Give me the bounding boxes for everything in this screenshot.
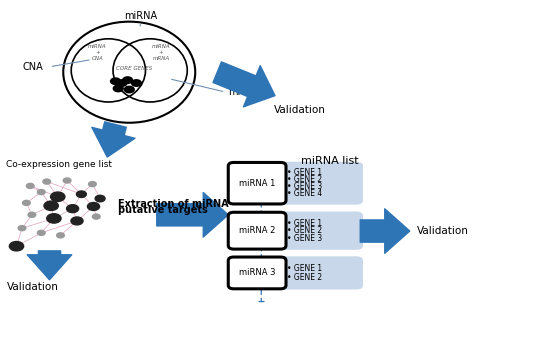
- Circle shape: [43, 179, 51, 184]
- Text: • GENE 1: • GENE 1: [287, 219, 322, 228]
- Text: miRNA 2: miRNA 2: [239, 226, 276, 235]
- Text: miRNA list: miRNA list: [301, 156, 359, 166]
- Circle shape: [87, 203, 100, 210]
- Circle shape: [47, 214, 61, 223]
- Circle shape: [124, 86, 134, 93]
- Circle shape: [76, 191, 86, 197]
- FancyBboxPatch shape: [228, 257, 286, 289]
- Circle shape: [131, 80, 141, 86]
- Circle shape: [117, 80, 127, 86]
- Text: • GENE 4: • GENE 4: [287, 189, 322, 198]
- Text: putative targets: putative targets: [118, 205, 208, 215]
- Text: Validation: Validation: [274, 105, 326, 115]
- FancyBboxPatch shape: [228, 212, 286, 249]
- Circle shape: [57, 233, 64, 238]
- Text: miRNA 1: miRNA 1: [239, 179, 276, 188]
- Text: Validation: Validation: [417, 226, 469, 236]
- Text: • GENE 2: • GENE 2: [287, 273, 322, 282]
- Circle shape: [89, 182, 96, 187]
- Text: • GENE 1: • GENE 1: [287, 169, 322, 177]
- Circle shape: [123, 77, 133, 83]
- Text: • GENE 2: • GENE 2: [287, 226, 322, 235]
- Circle shape: [37, 230, 45, 235]
- Text: miRNA
+
CNA: miRNA + CNA: [88, 44, 107, 61]
- Text: CNA: CNA: [23, 62, 43, 72]
- Circle shape: [18, 226, 26, 231]
- FancyBboxPatch shape: [276, 162, 363, 205]
- Text: • GENE 3: • GENE 3: [287, 182, 322, 191]
- Circle shape: [37, 190, 45, 195]
- Text: Validation: Validation: [7, 282, 59, 292]
- Circle shape: [23, 200, 30, 205]
- Circle shape: [44, 201, 58, 210]
- Circle shape: [67, 205, 79, 213]
- Circle shape: [111, 78, 120, 84]
- Text: Extraction of miRNA: Extraction of miRNA: [118, 199, 229, 209]
- Circle shape: [95, 195, 105, 202]
- Text: • GENE 2: • GENE 2: [287, 175, 322, 184]
- Circle shape: [63, 178, 71, 183]
- Circle shape: [113, 85, 123, 92]
- Text: mRNA: mRNA: [228, 87, 258, 97]
- Circle shape: [9, 242, 24, 251]
- FancyBboxPatch shape: [276, 212, 363, 250]
- Circle shape: [71, 217, 83, 225]
- Text: miRNA: miRNA: [124, 11, 157, 21]
- Text: • GENE 1: • GENE 1: [287, 264, 322, 273]
- Text: miRNA
+
mRNA: miRNA + mRNA: [152, 44, 170, 61]
- Circle shape: [51, 192, 65, 201]
- Text: CORE GENES: CORE GENES: [116, 66, 152, 71]
- Circle shape: [28, 212, 36, 217]
- Text: • GENE 3: • GENE 3: [287, 234, 322, 243]
- Circle shape: [26, 183, 34, 188]
- Text: Co-expression gene list: Co-expression gene list: [6, 160, 112, 169]
- FancyBboxPatch shape: [276, 256, 363, 290]
- FancyBboxPatch shape: [228, 162, 286, 204]
- Text: miRNA 3: miRNA 3: [239, 269, 276, 277]
- Circle shape: [92, 214, 100, 219]
